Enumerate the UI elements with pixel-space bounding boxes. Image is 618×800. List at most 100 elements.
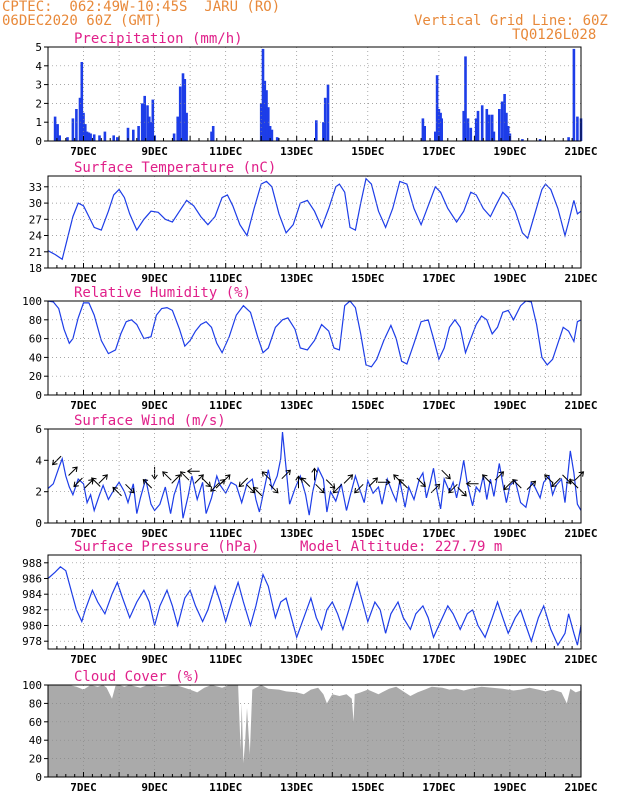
precip-bar — [268, 126, 272, 141]
precip-panel: 0 1 2 3 4 5 7DEC 9DEC 11DEC 13DEC 15DEC 17DEC 19DEC 2… — [35, 31, 597, 158]
wind-arrow — [512, 478, 522, 489]
precip-bar — [82, 112, 85, 141]
precip-bar — [326, 84, 330, 141]
precip-bar — [505, 112, 508, 141]
cloud-title: Cloud Cover (%) — [74, 669, 200, 685]
y-tick-label: 978 — [22, 635, 42, 648]
y-tick-label: 5 — [35, 41, 42, 54]
x-tick-label: 9DEC — [141, 781, 168, 794]
wind-arrow — [261, 471, 272, 481]
wind-arrow — [171, 474, 181, 484]
y-tick-label: 24 — [29, 230, 43, 243]
y-tick-label: 18 — [29, 262, 42, 275]
wind-arrow — [179, 471, 190, 481]
x-tick-label: 17DEC — [422, 781, 455, 794]
precip-bar — [211, 126, 215, 141]
x-tick-label: 15DEC — [351, 399, 384, 412]
x-tick-label: 19DEC — [493, 145, 526, 158]
precip-bar — [462, 110, 465, 141]
rh-title: Relative Humidity (%) — [74, 285, 251, 301]
precip-bar — [210, 131, 213, 141]
wind-arrow — [311, 467, 318, 481]
temp-frame — [47, 175, 582, 269]
precip-bar — [492, 131, 496, 141]
x-tick-label: 13DEC — [280, 272, 313, 285]
precip-bar — [464, 56, 467, 141]
y-tick-label: 980 — [22, 620, 42, 633]
x-tick-label: 13DEC — [280, 145, 313, 158]
y-tick-label: 982 — [22, 604, 42, 617]
wind-arrow — [503, 480, 513, 491]
x-tick-label: 21DEC — [564, 527, 597, 540]
y-tick-label: 21 — [29, 246, 42, 259]
x-tick-label: 9DEC — [141, 527, 168, 540]
precip-bar — [75, 109, 78, 141]
precip-bar — [143, 95, 146, 141]
cloud-cover-area — [48, 685, 581, 777]
y-tick-label: 33 — [29, 181, 42, 194]
wind-arrow — [186, 468, 200, 475]
y-tick-label: 2 — [35, 97, 42, 110]
x-tick-label: 17DEC — [422, 527, 455, 540]
wind-arrow — [448, 483, 458, 494]
precip-bar — [572, 48, 576, 141]
wind-arrow — [343, 474, 354, 484]
precip-bar — [322, 122, 325, 141]
y-tick-label: 100 — [22, 679, 42, 692]
header-station: CPTEC: 062:49W-10:45S JARU (RO) — [2, 0, 281, 15]
cloud-panel: 0 20 40 60 80 100 7DEC 9DEC 11DEC 13DEC 15DEC 17DEC… — [22, 669, 597, 794]
x-tick-label: 21DEC — [564, 399, 597, 412]
precip-bar — [137, 126, 140, 141]
x-tick-label: 19DEC — [493, 781, 526, 794]
precip-bar — [423, 126, 426, 141]
x-tick-label: 13DEC — [280, 781, 313, 794]
wind-arrow — [315, 483, 325, 494]
precip-bar — [538, 139, 542, 141]
precip-bar — [275, 137, 279, 141]
precip-bar — [112, 135, 115, 141]
wind-arrow — [238, 477, 249, 488]
y-tick-label: 6 — [35, 423, 42, 436]
pres-line — [47, 566, 582, 647]
x-tick-label: 7DEC — [70, 527, 97, 540]
precip-bar — [267, 107, 270, 141]
y-tick-label: 1 — [35, 116, 42, 129]
y-tick-label: 984 — [22, 588, 42, 601]
precip-bar — [576, 116, 579, 141]
x-tick-label: 21DEC — [564, 781, 597, 794]
wind-arrow — [465, 480, 479, 488]
wind-arrow — [73, 477, 83, 488]
x-tick-label: 19DEC — [493, 527, 526, 540]
x-tick-label: 7DEC — [70, 781, 97, 794]
precip-bar — [98, 135, 101, 141]
precip-bar — [323, 97, 327, 141]
x-tick-label: 11DEC — [209, 145, 242, 158]
x-tick-label: 7DEC — [70, 653, 97, 666]
rh-panel: 0 20 40 60 80 100 7DEC 9DEC 11DEC 13DEC 15DEC 17DEC… — [22, 285, 597, 412]
y-tick-label: 0 — [35, 389, 42, 402]
precip-bar — [263, 80, 267, 141]
wind-arrow — [377, 479, 391, 486]
precip-bar — [132, 129, 135, 141]
precip-bar — [490, 114, 494, 141]
precip-bar — [85, 131, 89, 141]
x-tick-label: 9DEC — [141, 272, 168, 285]
x-tick-label: 15DEC — [351, 653, 384, 666]
x-tick-label: 19DEC — [493, 272, 526, 285]
precip-bar — [78, 97, 82, 141]
precip-bar — [567, 137, 570, 141]
precip-bar — [126, 127, 130, 141]
wind-arrow — [544, 474, 554, 484]
temp-line — [47, 177, 582, 261]
precip-bar — [71, 118, 75, 141]
y-tick-label: 60 — [29, 716, 42, 729]
wind-arrow — [201, 477, 212, 488]
precip-bar — [476, 110, 480, 141]
precip-bar — [500, 101, 504, 141]
precip-bar — [84, 124, 87, 141]
precip-bar — [466, 118, 470, 141]
wind-arrow — [281, 469, 291, 480]
wind-arrow — [98, 474, 108, 484]
x-tick-label: 17DEC — [422, 653, 455, 666]
precip-bar — [53, 116, 57, 141]
